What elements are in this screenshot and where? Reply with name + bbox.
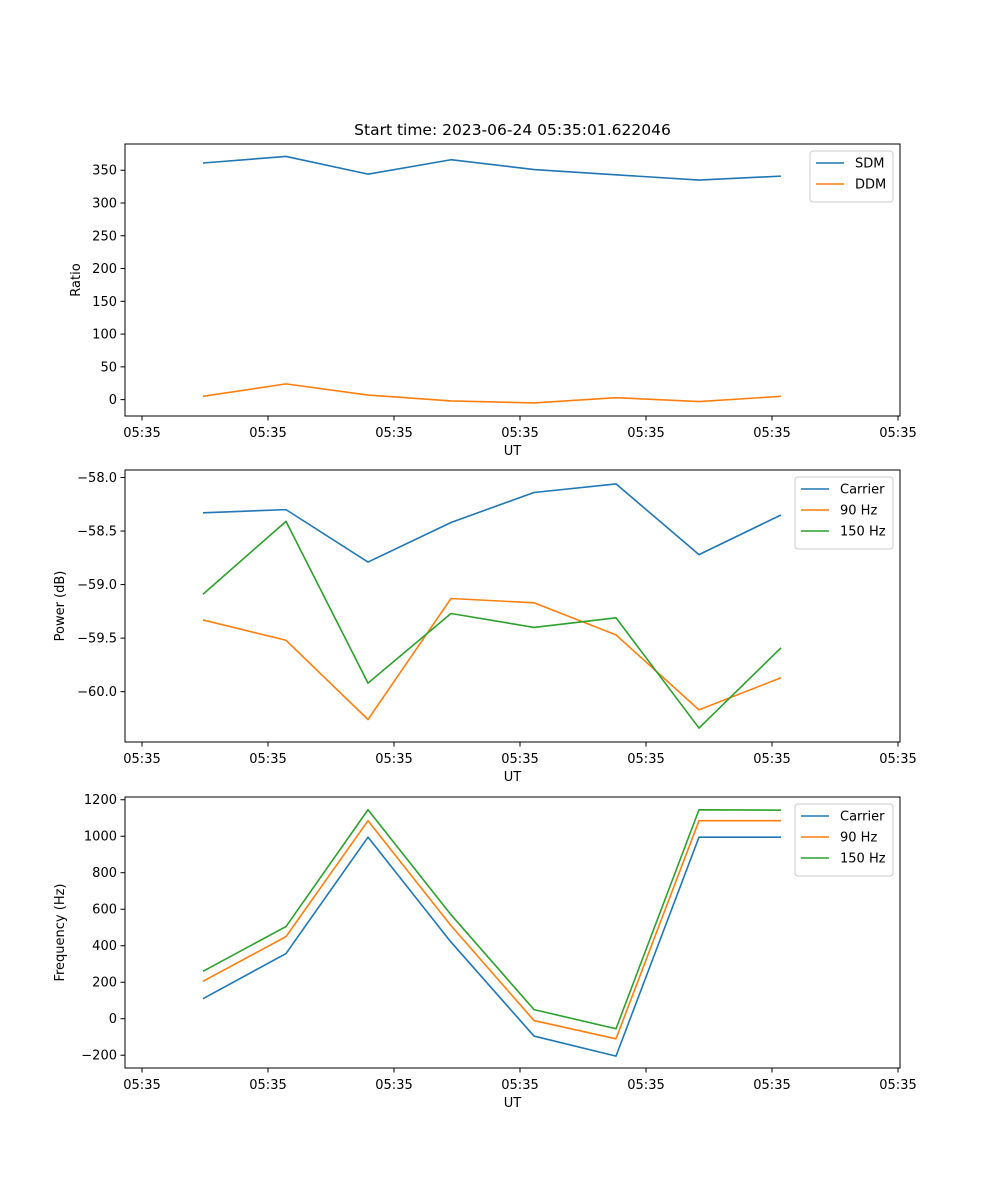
y-tick-label: −60.0 bbox=[77, 685, 117, 700]
x-tick-label: 05:35 bbox=[375, 426, 412, 441]
x-tick-label: 05:35 bbox=[249, 1078, 286, 1093]
y-tick-label: 200 bbox=[92, 262, 117, 277]
x-tick-label: 05:35 bbox=[753, 426, 790, 441]
chart-title: Start time: 2023-06-24 05:35:01.622046 bbox=[354, 121, 671, 139]
legend: Carrier 90 Hz 150 Hz bbox=[794, 476, 894, 550]
legend-label: DDM bbox=[855, 178, 886, 193]
series-line-150-hz bbox=[202, 520, 782, 729]
y-axis-label: Frequency (Hz) bbox=[53, 883, 68, 981]
legend-label: Carrier bbox=[840, 483, 885, 498]
y-tick-label: −59.0 bbox=[77, 578, 117, 593]
legend-label: 150 Hz bbox=[840, 525, 886, 540]
y-tick-label: 1200 bbox=[84, 793, 117, 808]
x-tick-label: 05:35 bbox=[627, 752, 664, 767]
chart-panel-3: 05:35 05:35 05:35 05:35 05:35 05:35 05:35 −200 0… bbox=[53, 793, 917, 1111]
y-tick-label: −200 bbox=[81, 1049, 117, 1064]
x-axis-label: UT bbox=[504, 770, 522, 785]
y-axis-label: Power (dB) bbox=[53, 571, 68, 642]
x-tick-label: 05:35 bbox=[879, 1078, 916, 1093]
y-tick-label: 0 bbox=[109, 393, 117, 408]
y-tick-label: −59.5 bbox=[77, 632, 117, 647]
series-line-sdm bbox=[202, 155, 782, 181]
y-tick-label: 200 bbox=[92, 976, 117, 991]
y-tick-label: 0 bbox=[109, 1012, 117, 1027]
x-tick-label: 05:35 bbox=[123, 1078, 160, 1093]
series-line-150-hz bbox=[202, 808, 782, 1030]
y-tick-label: 400 bbox=[92, 939, 117, 954]
y-tick-label: 300 bbox=[92, 196, 117, 211]
legend-label: 150 Hz bbox=[840, 852, 886, 867]
legend: SDM DDM bbox=[809, 150, 894, 203]
x-tick-label: 05:35 bbox=[627, 1078, 664, 1093]
x-tick-label: 05:35 bbox=[627, 426, 664, 441]
x-tick-label: 05:35 bbox=[123, 426, 160, 441]
axes-frame bbox=[124, 796, 901, 1069]
legend-label: Carrier bbox=[840, 810, 885, 825]
legend: Carrier 90 Hz 150 Hz bbox=[794, 803, 894, 877]
chart-panel-1: Start time: 2023-06-24 05:35:01.62204605… bbox=[69, 121, 917, 459]
chart-panel-2: 05:35 05:35 05:35 05:35 05:35 05:35 05:35 −60.0… bbox=[53, 469, 917, 785]
x-tick-label: 05:35 bbox=[375, 1078, 412, 1093]
x-tick-label: 05:35 bbox=[375, 752, 412, 767]
series-line-carrier bbox=[202, 483, 782, 563]
y-axis-label: Ratio bbox=[69, 263, 84, 296]
x-tick-label: 05:35 bbox=[753, 752, 790, 767]
y-tick-label: 150 bbox=[92, 295, 117, 310]
axes-frame bbox=[124, 143, 901, 417]
x-axis-label: UT bbox=[504, 1096, 522, 1111]
x-tick-label: 05:35 bbox=[249, 752, 286, 767]
x-axis-label: UT bbox=[504, 444, 522, 459]
y-tick-label: 250 bbox=[92, 229, 117, 244]
x-tick-label: 05:35 bbox=[879, 426, 916, 441]
x-tick-label: 05:35 bbox=[753, 1078, 790, 1093]
x-tick-label: 05:35 bbox=[501, 426, 538, 441]
x-tick-label: 05:35 bbox=[249, 426, 286, 441]
x-tick-label: 05:35 bbox=[501, 1078, 538, 1093]
y-tick-label: −58.5 bbox=[77, 525, 117, 540]
y-tick-label: −58.0 bbox=[77, 471, 117, 486]
y-tick-label: 350 bbox=[92, 164, 117, 179]
series-line-90-hz bbox=[202, 597, 782, 721]
series-line-carrier bbox=[202, 836, 781, 1057]
axes-frame bbox=[124, 469, 901, 743]
legend-label: 90 Hz bbox=[840, 831, 877, 846]
x-tick-label: 05:35 bbox=[879, 752, 916, 767]
series-line-ddm bbox=[202, 383, 782, 404]
series-line-90-hz bbox=[202, 819, 781, 1040]
y-tick-label: 100 bbox=[92, 328, 117, 343]
x-tick-label: 05:35 bbox=[123, 752, 160, 767]
y-tick-label: 50 bbox=[100, 360, 117, 375]
y-tick-label: 600 bbox=[92, 903, 117, 918]
legend-label: SDM bbox=[855, 157, 884, 172]
x-tick-label: 05:35 bbox=[501, 752, 538, 767]
y-tick-label: 1000 bbox=[84, 830, 117, 845]
legend-label: 90 Hz bbox=[840, 504, 877, 519]
y-tick-label: 800 bbox=[92, 866, 117, 881]
